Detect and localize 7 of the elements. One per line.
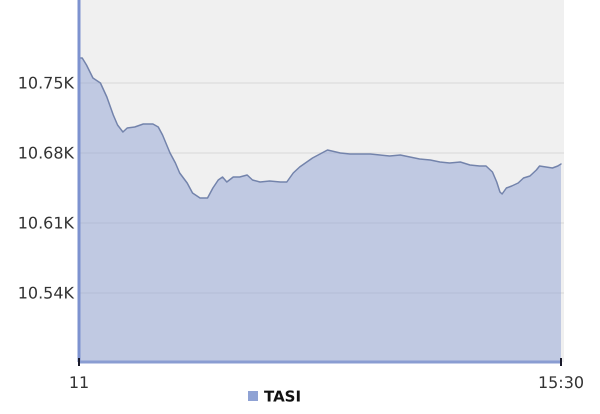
y-tick-label: 10.61K	[18, 214, 75, 233]
y-tick-label: 10.54K	[18, 284, 75, 303]
y-tick-label: 10.75K	[18, 74, 75, 93]
x-tick-label: 15:30	[538, 373, 584, 392]
y-tick-label: 10.68K	[18, 144, 75, 163]
x-tick-label: 11	[68, 373, 90, 392]
legend-label: TASI	[264, 387, 302, 406]
